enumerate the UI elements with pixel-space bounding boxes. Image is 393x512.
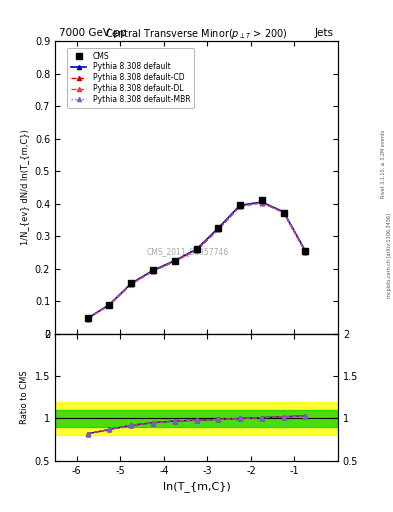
Legend: CMS, Pythia 8.308 default, Pythia 8.308 default-CD, Pythia 8.308 default-DL, Pyt: CMS, Pythia 8.308 default, Pythia 8.308 …: [67, 48, 194, 108]
Bar: [55, 401, 338, 435]
Pythia 8.308 default-DL: [238, 203, 242, 209]
Pythia 8.308 default-CD: [129, 281, 134, 287]
Pythia 8.308 default-CD: [173, 258, 177, 264]
Pythia 8.308 default: [259, 199, 264, 205]
Pythia 8.308 default-MBR: [107, 302, 112, 308]
Pythia 8.308 default-CD: [238, 203, 242, 209]
CMS: [194, 246, 199, 252]
CMS: [173, 258, 177, 264]
Pythia 8.308 default: [129, 281, 134, 287]
Pythia 8.308 default-MBR: [194, 247, 199, 253]
CMS: [303, 248, 308, 254]
Pythia 8.308 default-MBR: [151, 268, 155, 274]
Line: Pythia 8.308 default: Pythia 8.308 default: [86, 200, 307, 321]
Pythia 8.308 default-DL: [107, 302, 112, 308]
CMS: [259, 197, 264, 203]
Pythia 8.308 default: [281, 209, 286, 215]
Pythia 8.308 default-MBR: [281, 209, 286, 216]
Text: mcplots.cern.ch [arXiv:1306.3436]: mcplots.cern.ch [arXiv:1306.3436]: [387, 214, 391, 298]
Pythia 8.308 default-DL: [129, 281, 134, 287]
Title: Central Transverse Minor($p_{\perp T}$ > 200): Central Transverse Minor($p_{\perp T}$ >…: [105, 27, 288, 41]
Pythia 8.308 default-DL: [303, 248, 308, 254]
Pythia 8.308 default-DL: [259, 200, 264, 206]
Line: Pythia 8.308 default-MBR: Pythia 8.308 default-MBR: [86, 201, 307, 321]
Pythia 8.308 default-CD: [259, 200, 264, 206]
Pythia 8.308 default: [151, 267, 155, 273]
Pythia 8.308 default-CD: [216, 226, 220, 232]
Line: Pythia 8.308 default-CD: Pythia 8.308 default-CD: [86, 201, 307, 321]
Text: CMS_2011_S8957746: CMS_2011_S8957746: [147, 247, 229, 257]
Text: Rivet 3.1.10, ≥ 3.2M events: Rivet 3.1.10, ≥ 3.2M events: [381, 130, 386, 198]
Pythia 8.308 default: [216, 225, 220, 231]
Pythia 8.308 default: [194, 246, 199, 252]
Pythia 8.308 default-MBR: [173, 258, 177, 264]
Pythia 8.308 default-CD: [194, 247, 199, 253]
Pythia 8.308 default: [85, 315, 90, 322]
Line: CMS: CMS: [85, 198, 308, 321]
Pythia 8.308 default: [107, 302, 112, 308]
Pythia 8.308 default-CD: [151, 268, 155, 274]
Pythia 8.308 default-DL: [281, 209, 286, 216]
Bar: [55, 410, 338, 427]
Pythia 8.308 default-MBR: [216, 226, 220, 232]
Pythia 8.308 default: [173, 258, 177, 264]
Pythia 8.308 default-CD: [85, 315, 90, 322]
Text: Jets: Jets: [315, 28, 334, 38]
X-axis label: ln(T_{m,C}): ln(T_{m,C}): [163, 481, 230, 492]
Pythia 8.308 default-DL: [151, 268, 155, 274]
Pythia 8.308 default-CD: [281, 209, 286, 216]
Y-axis label: 1/N_{ev} dN/d ln(T_{m,C}): 1/N_{ev} dN/d ln(T_{m,C}): [20, 130, 29, 245]
CMS: [238, 202, 242, 208]
Pythia 8.308 default-MBR: [259, 200, 264, 206]
Pythia 8.308 default-CD: [107, 302, 112, 308]
Pythia 8.308 default: [303, 248, 308, 254]
CMS: [129, 281, 134, 287]
Line: Pythia 8.308 default-DL: Pythia 8.308 default-DL: [86, 201, 307, 321]
CMS: [151, 267, 155, 273]
Pythia 8.308 default-DL: [85, 315, 90, 322]
Pythia 8.308 default-MBR: [238, 203, 242, 209]
CMS: [85, 315, 90, 322]
Pythia 8.308 default: [238, 202, 242, 208]
Text: 7000 GeV pp: 7000 GeV pp: [59, 28, 127, 38]
Pythia 8.308 default-MBR: [129, 281, 134, 287]
CMS: [216, 225, 220, 231]
Pythia 8.308 default-CD: [303, 248, 308, 254]
Pythia 8.308 default-MBR: [303, 248, 308, 254]
CMS: [281, 210, 286, 217]
CMS: [107, 302, 112, 308]
Pythia 8.308 default-DL: [173, 258, 177, 264]
Pythia 8.308 default-DL: [194, 247, 199, 253]
Pythia 8.308 default-DL: [216, 226, 220, 232]
Pythia 8.308 default-MBR: [85, 315, 90, 322]
Y-axis label: Ratio to CMS: Ratio to CMS: [20, 371, 29, 424]
